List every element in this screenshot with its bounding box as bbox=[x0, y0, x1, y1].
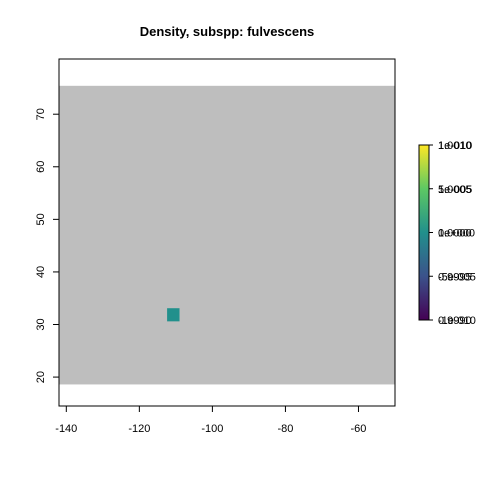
x-tick-label: -100 bbox=[201, 423, 223, 435]
chart-title: Density, subspp: fulvescens bbox=[140, 24, 315, 39]
y-tick-label: 20 bbox=[35, 371, 47, 383]
background-raster bbox=[59, 86, 395, 385]
y-tick-label: 70 bbox=[35, 108, 47, 120]
y-tick-label: 50 bbox=[35, 213, 47, 225]
x-tick-label: -120 bbox=[128, 423, 150, 435]
legend-label: 0.9995 bbox=[438, 271, 472, 283]
y-tick-label: 40 bbox=[35, 266, 47, 278]
x-tick-label: -140 bbox=[55, 423, 77, 435]
y-tick-label: 30 bbox=[35, 318, 47, 330]
legend-label: 1.0010 bbox=[438, 140, 472, 152]
density-cell bbox=[167, 308, 179, 321]
legend-label: 1.0005 bbox=[438, 184, 472, 196]
x-tick-label: -60 bbox=[351, 423, 367, 435]
legend-label: 0.9990 bbox=[438, 315, 472, 327]
y-tick-label: 60 bbox=[35, 161, 47, 173]
x-tick-label: -80 bbox=[277, 423, 293, 435]
legend-colorbar bbox=[419, 145, 429, 320]
legend-label: 1.0000 bbox=[438, 228, 472, 240]
